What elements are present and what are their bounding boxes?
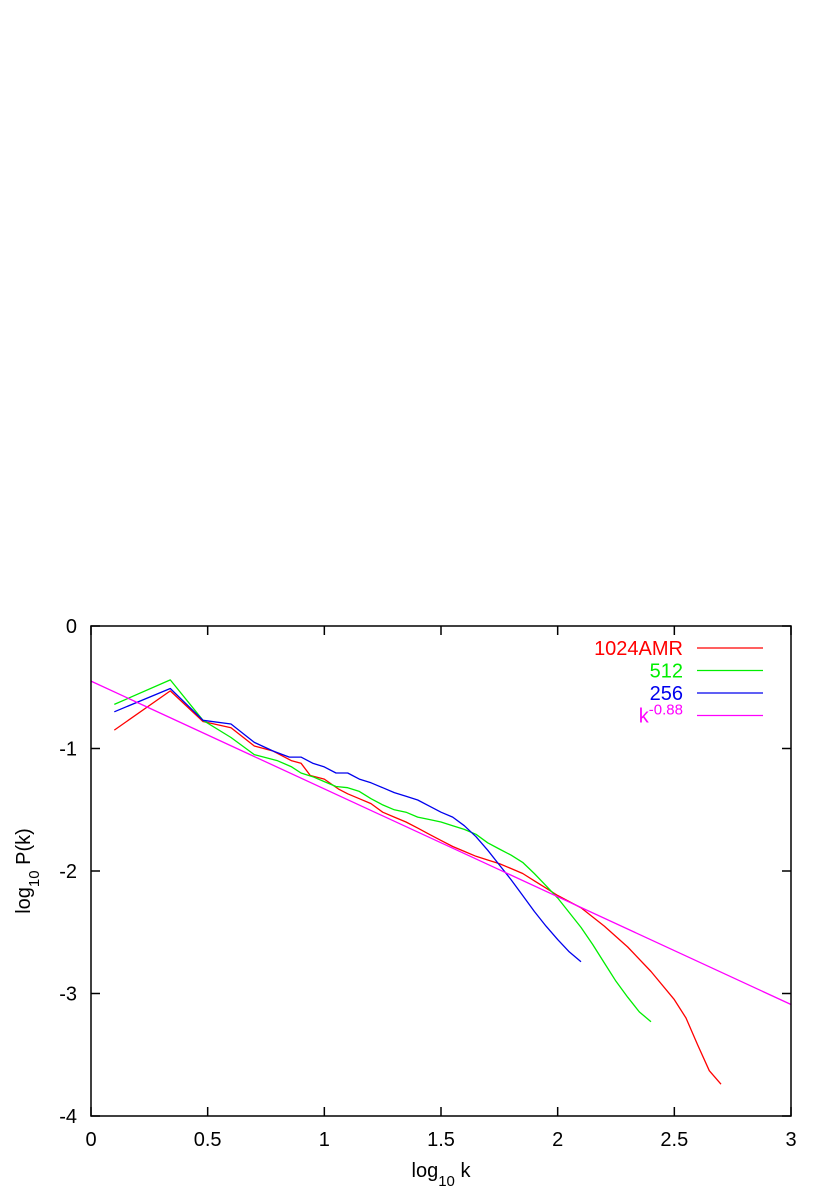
series-line-3 [91,680,791,1006]
y-tick-label: -3 [59,984,77,1006]
x-tick-label: 0.5 [194,1129,222,1151]
x-tick-label: 2 [552,1129,563,1151]
y-tick-label: -2 [59,861,77,883]
series-line-1 [114,679,652,1023]
x-axis-label: log10 k [412,1160,472,1186]
x-tick-label: 1 [319,1129,330,1151]
axis-ticks [90,625,792,1117]
legend-label-0: 1024AMR [594,638,683,660]
series-line-2 [114,687,582,963]
y-tick-label: -1 [59,739,77,761]
plot-content [91,679,791,1085]
legend-label-2: 256 [650,683,683,705]
x-tick-label: 3 [785,1129,796,1151]
legend-label-3: k-0.88 [639,701,683,728]
y-tick-label: -4 [59,1106,77,1128]
legend-label-1: 512 [650,661,683,683]
plot-frame [90,625,792,1117]
x-tick-label: 0 [85,1129,96,1151]
axis-tick-labels: 0 0.5 1 1.5 2 2.5 3 0 -1 -2 -3 -4 [59,616,796,1151]
y-tick-label: 0 [66,616,77,638]
series-line-0 [113,690,722,1085]
y-axis-label: log10 P(k) [13,828,43,914]
x-tick-label: 2.5 [660,1129,688,1151]
x-tick-label: 1.5 [427,1129,455,1151]
